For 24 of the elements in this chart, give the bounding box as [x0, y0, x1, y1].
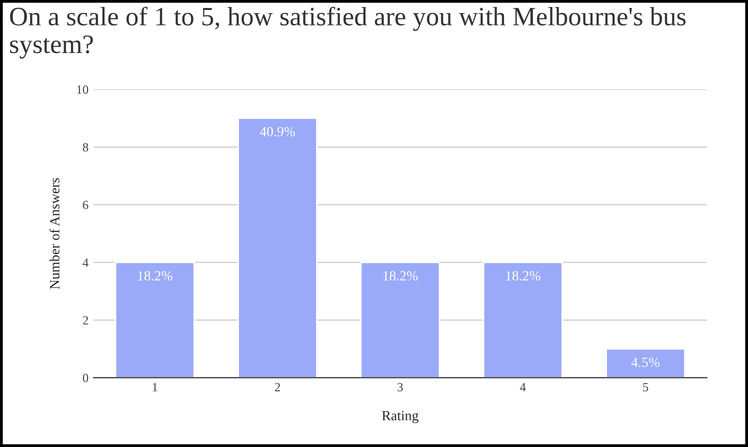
annotation: 40.9%	[260, 126, 295, 136]
bar	[114, 262, 195, 378]
y-tick-label: 4	[82, 258, 88, 267]
x-tick-label: 2	[274, 382, 280, 392]
y-tick-label: 8	[82, 143, 88, 152]
y-tick-label: 2	[82, 316, 88, 324]
x-tick-label: 1	[152, 383, 158, 392]
bar	[482, 262, 563, 378]
x-axis-title: Rating	[382, 410, 418, 424]
annotation: 18.2%	[506, 271, 540, 281]
annotation: 18.2%	[383, 271, 418, 281]
y-tick-label: 10	[77, 85, 88, 94]
bar	[606, 348, 686, 378]
annotation: 18.2%	[138, 271, 172, 281]
bar	[238, 118, 318, 378]
x-tick-label: 5	[643, 383, 648, 392]
y-tick-label: 0	[82, 374, 88, 382]
x-tick-label: 4	[520, 383, 526, 392]
annotation: 4.5%	[631, 358, 660, 368]
y-axis-title: Number of Answers	[50, 178, 60, 290]
chart-title: On a scale of 1 to 5, how satisfied are you with Melbourne's bus system?	[10, 6, 686, 59]
x-tick-label: 3	[398, 382, 403, 392]
y-tick-label: 6	[82, 200, 88, 210]
bar	[360, 262, 440, 378]
